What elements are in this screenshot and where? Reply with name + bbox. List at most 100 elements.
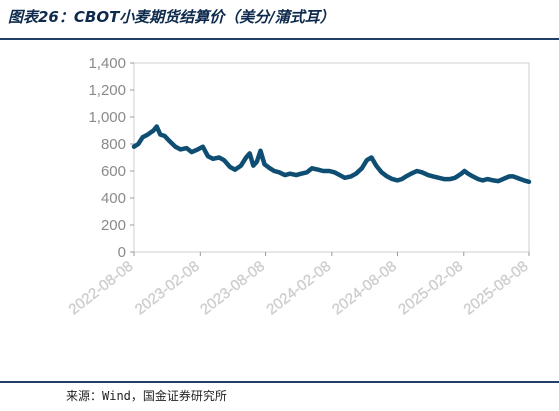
data-point — [516, 176, 521, 180]
data-point — [395, 178, 400, 182]
bottom-divider — [0, 381, 559, 383]
x-tick-label: 2024-02-08 — [263, 258, 334, 319]
data-point — [132, 145, 136, 149]
data-point — [316, 168, 320, 172]
y-tick-label: 200 — [101, 217, 126, 234]
data-point — [380, 170, 384, 174]
plot-frame — [133, 62, 530, 253]
data-point — [360, 166, 364, 170]
data-point — [400, 177, 404, 181]
data-point — [233, 168, 237, 172]
data-point — [146, 133, 150, 137]
data-point — [222, 158, 226, 162]
data-point — [459, 172, 463, 176]
y-tick-label: 400 — [101, 190, 126, 207]
data-point — [272, 169, 276, 173]
data-point — [151, 128, 156, 133]
data-point — [299, 172, 303, 176]
data-point — [502, 176, 507, 180]
top-divider — [0, 38, 559, 40]
data-point — [251, 164, 255, 168]
data-point — [310, 166, 314, 170]
data-point — [442, 177, 446, 181]
data-point — [178, 147, 183, 151]
data-point — [343, 176, 347, 180]
line-chart: 02004006008001,0001,2001,4002022-08-0820… — [65, 55, 532, 319]
data-point — [374, 164, 378, 168]
chart-title: 图表26：CBOT小麦期货结算价（美分/蒲式耳） — [8, 8, 335, 26]
data-point — [136, 142, 140, 146]
y-tick-label: 1,000 — [88, 109, 126, 126]
x-tick-label: 2023-08-08 — [197, 258, 268, 319]
data-point — [163, 134, 167, 138]
data-point — [248, 151, 252, 155]
data-point — [476, 177, 480, 181]
data-point — [462, 169, 467, 173]
x-tick-label: 2022-08-08 — [66, 258, 137, 319]
data-point — [206, 154, 210, 158]
data-point — [390, 177, 394, 181]
source-note: 来源：Wind，国金证券研究所 — [66, 389, 227, 403]
data-point — [420, 170, 424, 174]
data-point — [471, 174, 475, 178]
data-point — [201, 145, 205, 149]
data-point — [185, 146, 189, 150]
data-point — [385, 174, 389, 178]
data-point — [466, 172, 470, 176]
data-point — [173, 145, 177, 149]
data-point — [453, 176, 457, 180]
data-point — [507, 174, 512, 178]
data-point — [258, 149, 263, 153]
data-point — [486, 177, 490, 181]
data-point — [415, 169, 419, 173]
plot-area: 02004006008001,0001,2001,4002022-08-0820… — [65, 55, 532, 319]
data-point — [431, 174, 435, 178]
data-point — [211, 157, 215, 161]
x-tick-label: 2024-08-08 — [329, 258, 400, 319]
data-point — [354, 172, 358, 176]
data-point — [283, 173, 287, 177]
data-point — [511, 174, 515, 178]
data-point — [168, 139, 172, 143]
data-point — [522, 178, 526, 182]
series-line — [131, 124, 532, 185]
data-point — [305, 170, 309, 174]
data-point — [196, 147, 200, 151]
data-point — [338, 173, 342, 177]
data-point — [277, 170, 281, 174]
data-point — [141, 135, 145, 139]
data-point — [321, 169, 325, 173]
data-point — [255, 160, 259, 164]
data-point — [448, 177, 452, 181]
data-point — [437, 176, 441, 180]
data-point — [480, 178, 485, 182]
data-point — [190, 150, 194, 154]
data-point — [228, 165, 232, 169]
data-point — [426, 173, 430, 177]
data-point — [369, 155, 374, 160]
y-tick-label: 0 — [118, 244, 126, 261]
data-point — [327, 169, 331, 173]
data-point — [155, 124, 159, 129]
data-point — [239, 164, 243, 168]
y-tick-label: 1,200 — [88, 82, 126, 99]
data-point — [365, 158, 369, 162]
data-point — [158, 133, 162, 137]
x-tick-label: 2025-02-08 — [395, 258, 466, 319]
y-tick-label: 800 — [101, 136, 126, 153]
data-point — [217, 155, 221, 160]
y-tick-label: 600 — [101, 163, 126, 180]
data-point — [349, 174, 353, 178]
data-point — [262, 162, 267, 166]
data-point — [268, 166, 272, 170]
data-point — [409, 172, 413, 176]
data-point — [294, 173, 298, 177]
x-tick-label: 2023-02-08 — [132, 258, 203, 319]
data-point — [288, 172, 292, 176]
data-point — [332, 170, 336, 174]
data-point — [491, 178, 495, 182]
y-tick-label: 1,400 — [88, 55, 126, 72]
data-point — [527, 180, 531, 184]
data-point — [404, 174, 408, 178]
data-point — [496, 179, 500, 183]
